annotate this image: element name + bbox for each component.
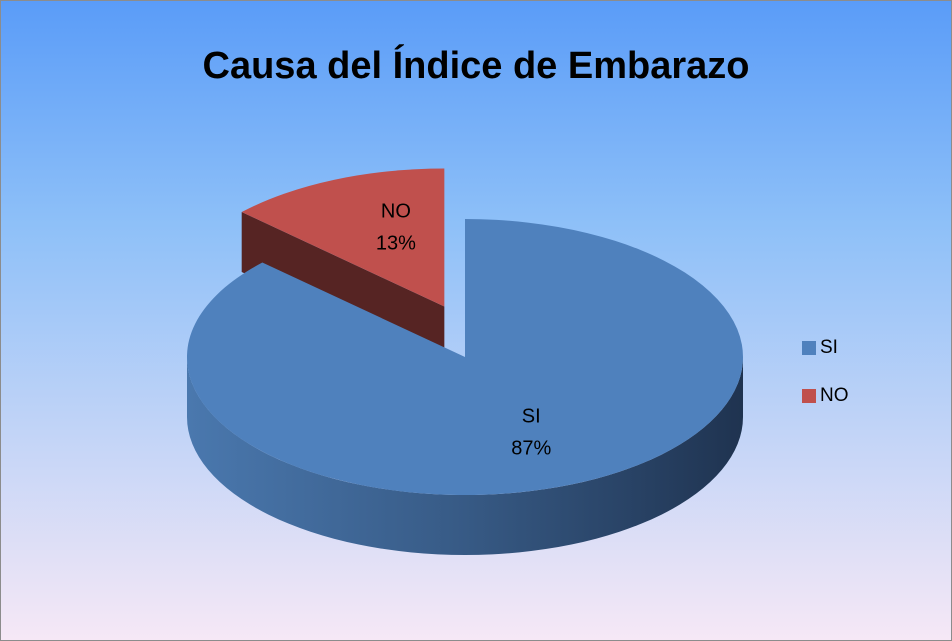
data-label-category: NO <box>381 200 411 222</box>
slice <box>241 168 445 307</box>
legend-label: NO <box>820 385 849 406</box>
data-label: 87% <box>511 437 551 459</box>
data-label: 13% <box>376 232 416 254</box>
legend-label: SI <box>820 337 838 358</box>
legend-swatch <box>802 341 816 355</box>
slice-side <box>187 357 743 555</box>
slice <box>186 219 743 495</box>
chart-title: Causa del Índice de Embarazo <box>203 43 750 87</box>
data-label-category: SI <box>522 405 541 427</box>
legend-swatch <box>802 389 816 403</box>
